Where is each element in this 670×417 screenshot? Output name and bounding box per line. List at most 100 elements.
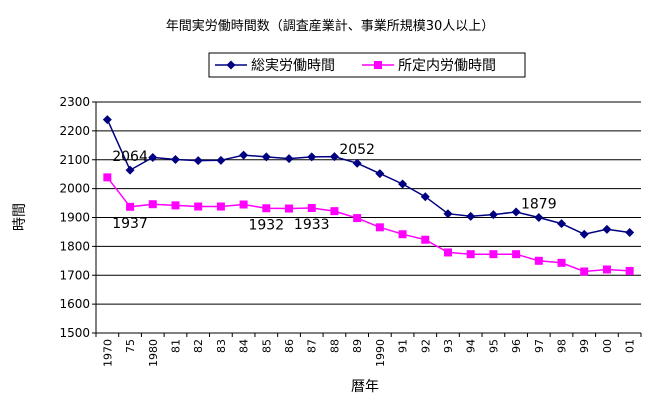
- data-point: [194, 202, 203, 211]
- chart-title: 年間実労働時間数（調査産業計、事業所規模30人以上）: [166, 18, 495, 34]
- legend-marker-scheduled: [374, 61, 382, 69]
- data-point: [443, 248, 452, 257]
- data-point: [602, 224, 612, 234]
- series-0: [102, 115, 635, 239]
- y-tick-label: 1500: [59, 326, 90, 340]
- data-label: 1879: [521, 197, 557, 213]
- data-point: [103, 173, 112, 182]
- x-tick-label: 81: [169, 339, 182, 353]
- data-point: [102, 115, 112, 125]
- data-point: [466, 250, 475, 259]
- data-point: [534, 256, 543, 265]
- data-point: [239, 150, 249, 160]
- y-tick-label: 2000: [59, 182, 90, 196]
- data-point: [170, 154, 180, 164]
- data-label: 2064: [112, 149, 148, 165]
- x-tick-label: 87: [306, 339, 319, 353]
- data-point: [602, 265, 611, 274]
- data-point: [261, 152, 271, 162]
- x-tick-label: 1990: [374, 339, 387, 367]
- y-tick-label: 1700: [59, 268, 90, 282]
- y-axis-label: 時間: [12, 203, 28, 231]
- x-axis-label: 暦年: [351, 379, 379, 395]
- data-point: [375, 169, 385, 179]
- y-tick-label: 2300: [59, 95, 90, 109]
- data-point: [285, 204, 294, 213]
- x-tick-label: 86: [283, 339, 296, 353]
- data-point: [307, 152, 317, 162]
- x-tick-label: 92: [419, 339, 432, 353]
- data-point: [420, 192, 430, 202]
- data-label: 1932: [248, 217, 284, 233]
- data-point: [262, 204, 271, 213]
- x-tick-label: 99: [578, 339, 591, 353]
- data-label: 1937: [112, 216, 148, 232]
- data-point: [512, 250, 521, 259]
- data-point: [580, 267, 589, 276]
- data-point: [125, 165, 135, 175]
- data-point: [511, 207, 521, 217]
- x-tick-label: 1970: [101, 339, 114, 367]
- data-point: [307, 203, 316, 212]
- data-point: [375, 223, 384, 232]
- y-tick-label: 1900: [59, 211, 90, 225]
- x-tick-label: 93: [442, 339, 455, 353]
- x-tick-label: 94: [465, 339, 478, 353]
- data-point: [352, 158, 362, 168]
- gridlines: [96, 101, 641, 305]
- data-point: [239, 200, 248, 209]
- data-point: [329, 152, 339, 162]
- data-label: 2052: [339, 142, 375, 158]
- y-tick-label: 2100: [59, 153, 90, 167]
- x-tick-label: 82: [192, 339, 205, 353]
- data-point: [398, 230, 407, 239]
- x-tick-label: 75: [124, 339, 137, 353]
- annotations: 2064 2052 1879 1937 1932 1933: [112, 142, 556, 233]
- x-tick-label: 85: [260, 339, 273, 353]
- data-point: [466, 211, 476, 221]
- series-1: [103, 173, 634, 276]
- x-tick-label: 97: [533, 339, 546, 353]
- x-tick-label: 88: [328, 339, 341, 353]
- data-point: [489, 250, 498, 259]
- data-point: [398, 179, 408, 189]
- series-group: [102, 115, 635, 276]
- x-tick-label: 95: [487, 339, 500, 353]
- data-point: [557, 219, 567, 229]
- data-point: [330, 207, 339, 216]
- data-point: [443, 209, 453, 219]
- data-point: [557, 258, 566, 267]
- y-tick-label: 2200: [59, 124, 90, 138]
- legend: 総実労働時間 所定内労働時間: [208, 52, 526, 78]
- x-tick-label: 00: [601, 339, 614, 353]
- data-point: [625, 266, 634, 275]
- data-point: [284, 154, 294, 164]
- legend-label-total: 総実労働時間: [251, 58, 335, 74]
- x-tick-label: 89: [351, 339, 364, 353]
- x-tick-label: 01: [624, 339, 637, 353]
- data-point: [353, 214, 362, 223]
- data-point: [216, 202, 225, 211]
- y-axis-ticks: 1500 1600 1700 1800 1900 2000 2100 2200 2300: [59, 95, 96, 340]
- data-point: [148, 152, 158, 162]
- data-point: [216, 155, 226, 165]
- data-point: [148, 200, 157, 209]
- data-label: 1933: [294, 217, 330, 233]
- y-tick-label: 1600: [59, 297, 90, 311]
- data-point: [421, 235, 430, 244]
- data-point: [193, 156, 203, 166]
- legend-label-scheduled: 所定内労働時間: [398, 58, 496, 74]
- data-point: [625, 228, 635, 238]
- x-tick-label: 91: [397, 339, 410, 353]
- x-axis-ticks: 1970 75 1980 81 82 83 84 85 86 87 88 89 1990 91 92 93 94…: [95, 333, 642, 367]
- x-tick-label: 1980: [147, 339, 160, 367]
- data-point: [171, 201, 180, 210]
- x-tick-label: 84: [238, 339, 251, 353]
- data-point: [488, 210, 498, 220]
- y-tick-label: 1800: [59, 239, 90, 253]
- x-tick-label: 98: [556, 339, 569, 353]
- x-tick-label: 83: [215, 339, 228, 353]
- data-point: [534, 213, 544, 222]
- data-point: [126, 202, 135, 211]
